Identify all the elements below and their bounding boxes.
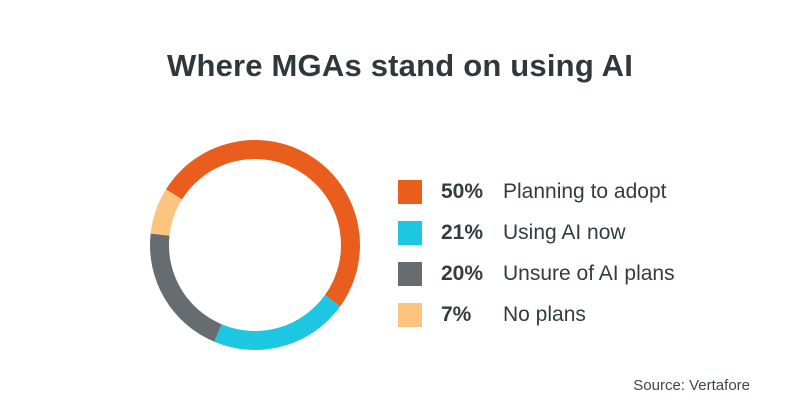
donut-slice-using-ai-now [214,295,341,350]
legend-label: No plans [503,302,586,326]
legend-value: 7% [441,302,472,326]
donut-slice-planning-to-adopt [165,140,360,307]
legend-label: Using AI now [503,220,626,244]
legend-item-unsure-of-ai-plans: 20% Unsure of AI plans [398,253,778,294]
legend-value: 50% [441,179,484,203]
source-note: Source: Vertafore [633,377,750,394]
chart-legend: 50% Planning to adopt 21% Using AI now 2… [398,171,778,335]
legend-label: Unsure of AI plans [503,261,675,285]
donut-slice-no-plans [150,189,183,236]
legend-item-no-plans: 7% No plans [398,294,778,335]
legend-value: 20% [441,261,484,285]
legend-item-planning-to-adopt: 50% Planning to adopt [398,171,778,212]
legend-swatch [398,179,422,204]
legend-label: Planning to adopt [503,179,667,203]
legend-swatch [398,302,422,327]
legend-item-using-ai-now: 21% Using AI now [398,212,778,253]
legend-value: 21% [441,220,484,244]
donut-slice-unsure-of-ai-plans [149,233,222,342]
legend-swatch [398,261,422,286]
legend-swatch [398,220,422,245]
donut-chart [149,140,360,350]
chart-title: Where MGAs stand on using AI [166,48,634,83]
